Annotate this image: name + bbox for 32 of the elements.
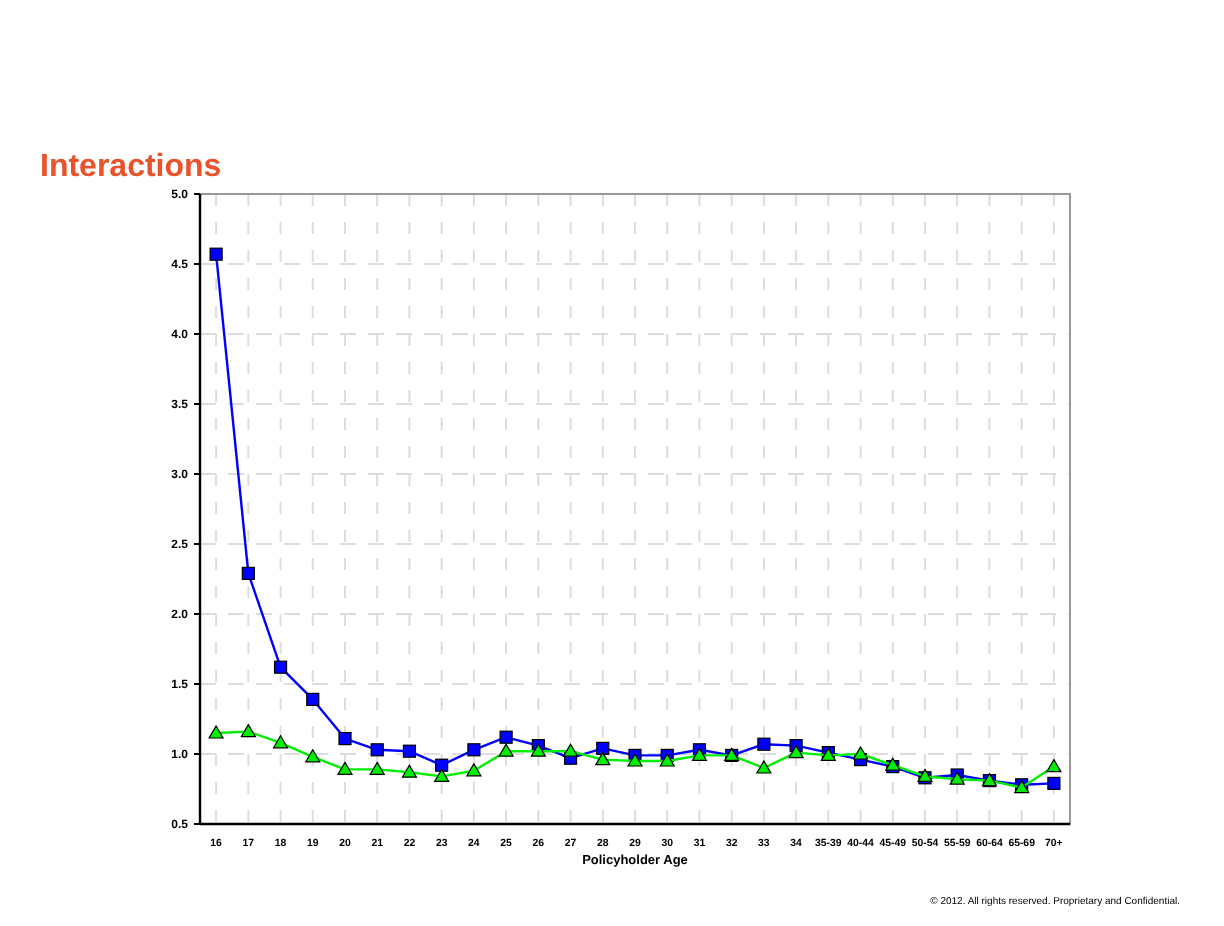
point [402, 744, 417, 758]
point [306, 692, 320, 706]
point [595, 752, 611, 766]
point [273, 660, 288, 674]
point [241, 566, 255, 580]
point [240, 724, 256, 738]
point [757, 737, 771, 751]
point [401, 764, 418, 778]
point [852, 746, 869, 760]
point [1047, 776, 1061, 790]
point [370, 743, 384, 757]
point [466, 763, 482, 777]
point [1046, 759, 1062, 773]
point [369, 761, 385, 775]
point [208, 725, 224, 739]
point [756, 760, 772, 774]
point [659, 753, 675, 767]
point [337, 761, 353, 775]
point [338, 732, 352, 746]
point [467, 743, 481, 757]
chart-title: Interactions [40, 150, 222, 184]
point [499, 730, 513, 744]
point [434, 768, 450, 782]
point [562, 743, 579, 757]
point [305, 749, 321, 763]
point [435, 758, 449, 772]
point [272, 735, 289, 749]
point [209, 247, 223, 261]
point [596, 741, 610, 755]
point [627, 753, 643, 767]
point [498, 743, 514, 757]
point [788, 745, 804, 759]
